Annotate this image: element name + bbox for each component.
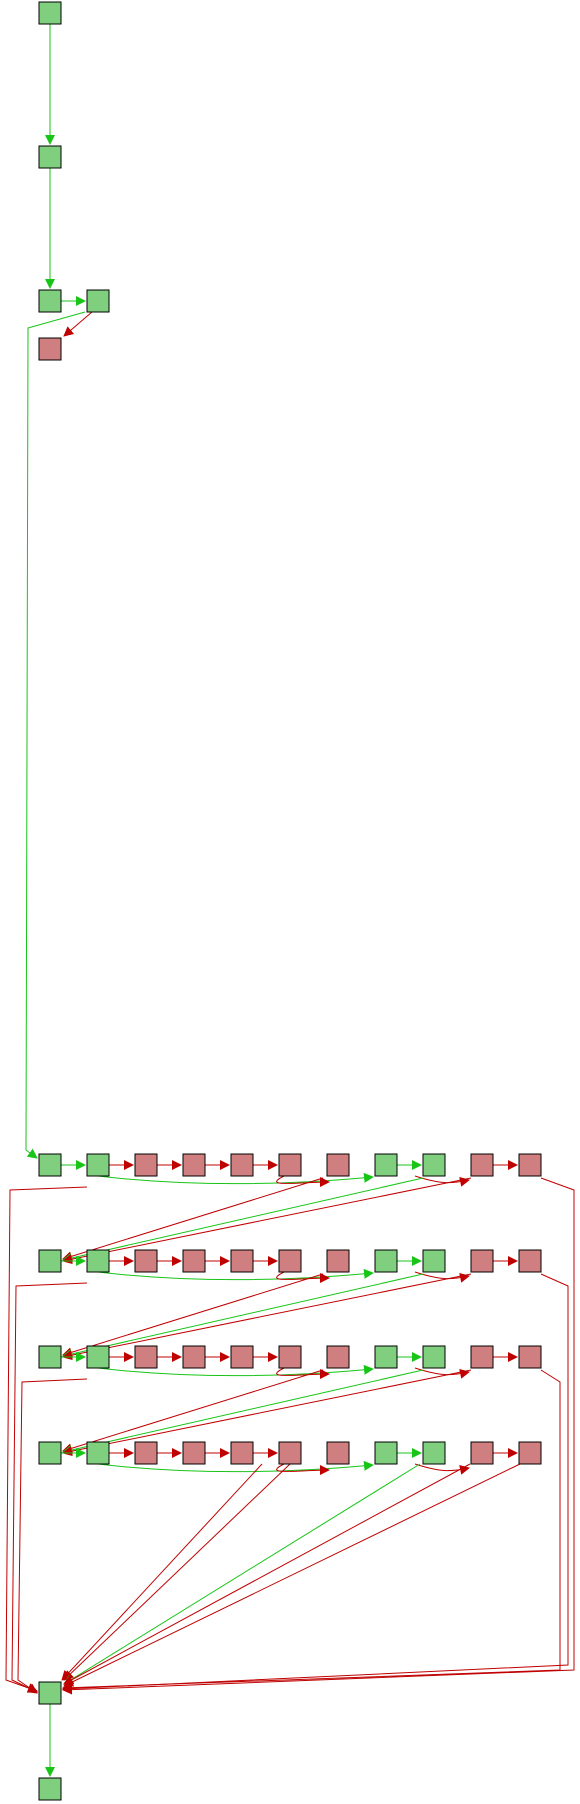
row1-node9[interactable] [422, 1153, 446, 1177]
row2-node4[interactable] [182, 1249, 206, 1273]
edge-4-to-fail [63, 311, 93, 337]
row4-node4[interactable] [182, 1441, 206, 1465]
row2-node6[interactable] [278, 1249, 302, 1273]
row2-back-pass [62, 1273, 424, 1359]
row4-node3[interactable] [134, 1441, 158, 1465]
row3-node9[interactable] [422, 1345, 446, 1369]
node-start[interactable] [38, 1, 62, 25]
row3-skip-fail-a [276, 1367, 330, 1380]
row3-node4[interactable] [182, 1345, 206, 1369]
loop-right-1 [62, 1177, 575, 1695]
row1-node10[interactable] [470, 1153, 494, 1177]
row3-node5[interactable] [230, 1345, 254, 1369]
row2-node3[interactable] [134, 1249, 158, 1273]
row1-node4[interactable] [182, 1153, 206, 1177]
node-end-2[interactable] [38, 1777, 62, 1801]
row3-node6[interactable] [278, 1345, 302, 1369]
row2-skip-pass [97, 1268, 374, 1281]
row2-skip-fail-b [414, 1271, 470, 1283]
fan-in-4 [63, 1463, 521, 1687]
row1-node11[interactable] [518, 1153, 542, 1177]
row1-node7[interactable] [326, 1153, 350, 1177]
row2-skip-fail-a [276, 1271, 330, 1284]
row4-node11[interactable] [518, 1441, 542, 1465]
row1-node2[interactable] [86, 1153, 110, 1177]
row2-back-fail-b [62, 1273, 472, 1361]
row4-node8[interactable] [374, 1441, 398, 1465]
row3-skip-pass [97, 1364, 374, 1377]
edges-layer [5, 24, 575, 1777]
row4-node1[interactable] [38, 1441, 62, 1465]
row4-skip-fail-b [414, 1463, 470, 1475]
node-4[interactable] [86, 289, 110, 313]
row1-back-fail-b [62, 1177, 472, 1265]
row2-node9[interactable] [422, 1249, 446, 1273]
row3-node1[interactable] [38, 1345, 62, 1369]
row1-node5[interactable] [230, 1153, 254, 1177]
loop-right-2 [62, 1273, 569, 1694]
nodes-layer [38, 1, 542, 1801]
row3-back-fail-a [62, 1369, 324, 1454]
row3-node2[interactable] [86, 1345, 110, 1369]
row1-skip-pass [97, 1172, 374, 1185]
row4-node10[interactable] [470, 1441, 494, 1465]
node-end-1[interactable] [38, 1681, 62, 1705]
row3-back-pass [62, 1369, 424, 1455]
row2-back-fail-a [62, 1273, 324, 1358]
row4-node6[interactable] [278, 1441, 302, 1465]
row1-back-pass [62, 1177, 424, 1263]
row1-node3[interactable] [134, 1153, 158, 1177]
row1-node8[interactable] [374, 1153, 398, 1177]
row2-node1[interactable] [38, 1249, 62, 1273]
row4-node9[interactable] [422, 1441, 446, 1465]
row4-skip-fail-a [276, 1463, 330, 1476]
row4-node7[interactable] [326, 1441, 350, 1465]
row4-skip-pass [97, 1460, 374, 1473]
row1-skip-fail-a [276, 1175, 330, 1188]
row3-node11[interactable] [518, 1345, 542, 1369]
node-3[interactable] [38, 289, 62, 313]
row4-node5[interactable] [230, 1441, 254, 1465]
node-4-fail[interactable] [38, 337, 62, 361]
row3-skip-fail-b [414, 1367, 470, 1379]
edge-4-to-row1 [25, 311, 86, 1159]
row2-node8[interactable] [374, 1249, 398, 1273]
fan-in-3 [63, 1463, 471, 1685]
fan-in-1 [61, 1463, 263, 1681]
loop-left-2 [11, 1282, 88, 1693]
row3-node3[interactable] [134, 1345, 158, 1369]
row2-node10[interactable] [470, 1249, 494, 1273]
row1-skip-fail-b [414, 1175, 470, 1187]
node-2[interactable] [38, 145, 62, 169]
row3-node10[interactable] [470, 1345, 494, 1369]
row2-node11[interactable] [518, 1249, 542, 1273]
fan-in-pass [63, 1463, 421, 1685]
row4-node2[interactable] [86, 1441, 110, 1465]
row1-node1[interactable] [38, 1153, 62, 1177]
row2-node2[interactable] [86, 1249, 110, 1273]
row3-node8[interactable] [374, 1345, 398, 1369]
loop-right-3 [62, 1369, 561, 1693]
row1-node6[interactable] [278, 1153, 302, 1177]
row3-node7[interactable] [326, 1345, 350, 1369]
fan-in-2 [63, 1463, 291, 1681]
row2-node5[interactable] [230, 1249, 254, 1273]
loop-left-3 [17, 1378, 88, 1694]
row1-back-fail-a [62, 1177, 324, 1262]
loop-left-1 [5, 1186, 88, 1693]
row3-back-fail-b [62, 1369, 472, 1457]
row2-node7[interactable] [326, 1249, 350, 1273]
